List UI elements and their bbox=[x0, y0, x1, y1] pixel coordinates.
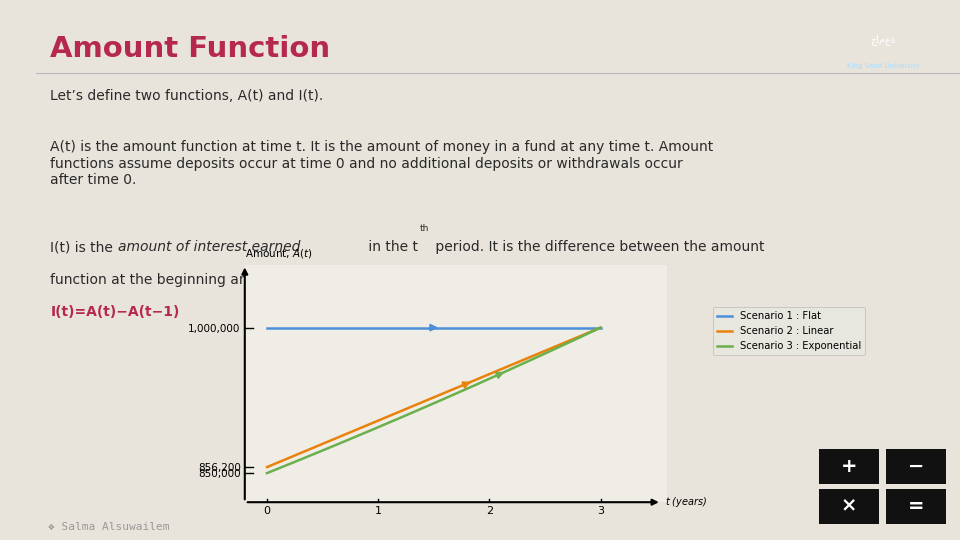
FancyBboxPatch shape bbox=[886, 449, 947, 484]
Text: th: th bbox=[420, 224, 429, 233]
FancyBboxPatch shape bbox=[819, 449, 878, 484]
Text: period. It is the difference between the amount: period. It is the difference between the… bbox=[431, 240, 764, 254]
Text: amount of interest earned: amount of interest earned bbox=[118, 240, 300, 254]
Text: ×: × bbox=[841, 497, 857, 516]
Text: Amount Function: Amount Function bbox=[50, 35, 330, 63]
Text: in the t: in the t bbox=[365, 240, 419, 254]
Text: جامعة: جامعة bbox=[871, 34, 896, 45]
Text: $t$ (years): $t$ (years) bbox=[665, 495, 708, 509]
Text: A(t) is the amount function at time t. It is the amount of money in a fund at an: A(t) is the amount function at time t. I… bbox=[50, 140, 713, 187]
Text: =: = bbox=[908, 497, 924, 516]
Text: Let’s define two functions, A(t) and I(t).: Let’s define two functions, A(t) and I(t… bbox=[50, 89, 324, 103]
Text: −: − bbox=[908, 457, 924, 476]
Text: ❖ Salma Alsuwailem: ❖ Salma Alsuwailem bbox=[48, 522, 169, 532]
Text: Amount, $A(t)$: Amount, $A(t)$ bbox=[245, 247, 313, 260]
Text: I(t)=A(t)−A(t−1): I(t)=A(t)−A(t−1) bbox=[50, 305, 180, 319]
FancyBboxPatch shape bbox=[819, 489, 878, 524]
Legend: Scenario 1 : Flat, Scenario 2 : Linear, Scenario 3 : Exponential: Scenario 1 : Flat, Scenario 2 : Linear, … bbox=[712, 307, 865, 355]
FancyBboxPatch shape bbox=[886, 489, 947, 524]
Text: +: + bbox=[840, 457, 857, 476]
Text: function at the beginning and ending period.: function at the beginning and ending per… bbox=[50, 273, 362, 287]
Text: I(t) is the: I(t) is the bbox=[50, 240, 117, 254]
Text: King Saud University: King Saud University bbox=[847, 63, 920, 69]
